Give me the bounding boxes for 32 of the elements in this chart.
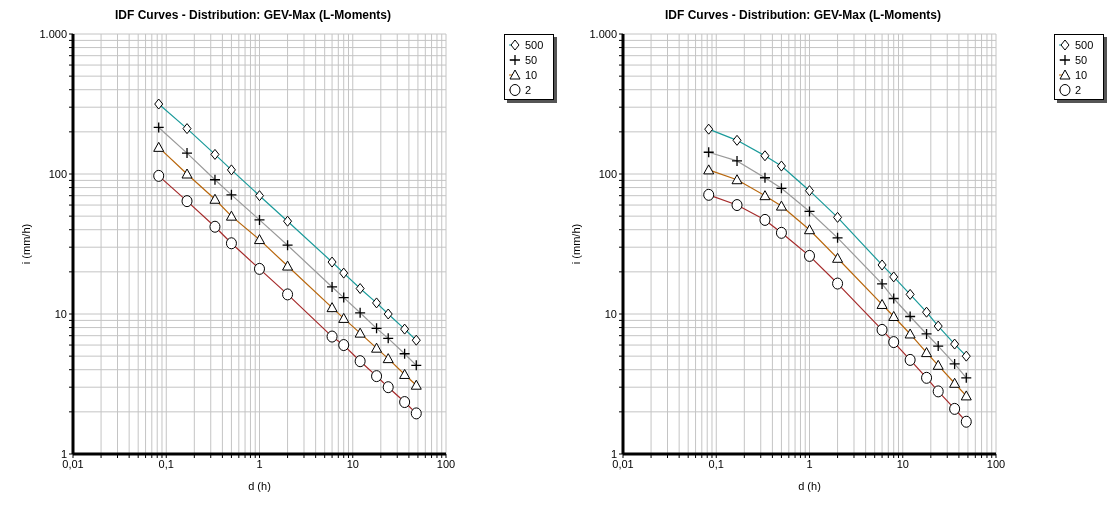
legend-label: 10	[525, 68, 538, 81]
x-tick-label: 0,01	[62, 457, 84, 470]
y-tick-label: 1.000	[589, 27, 617, 40]
x-tick-label: 1	[806, 457, 813, 470]
chart-title: IDF Curves - Distribution: GEV-Max (L-Moments)	[664, 8, 942, 24]
x-tick-label: 10	[346, 457, 359, 470]
x-tick-label: 10	[896, 457, 909, 470]
y-tick-label: 1.000	[39, 27, 67, 40]
y-axis-title: i (mm/h)	[569, 223, 582, 265]
x-tick-label: 100	[436, 457, 456, 470]
legend-label: 2	[1075, 83, 1082, 96]
y-tick-label: 10	[54, 307, 67, 320]
x-tick-label: 100	[986, 457, 1006, 470]
y-tick-label: 1	[610, 447, 617, 460]
x-tick-label: 0,1	[158, 457, 174, 470]
y-tick-label: 1	[60, 447, 67, 460]
chart-title: IDF Curves - Distribution: GEV-Max (L-Moments)	[114, 8, 392, 24]
y-axis-title: i (mm/h)	[19, 223, 32, 265]
legend-label: 50	[525, 53, 538, 66]
y-tick-label: 100	[598, 167, 617, 180]
x-axis-title: d (h)	[798, 480, 821, 492]
legend-label: 2	[525, 83, 532, 96]
x-axis-title: d (h)	[248, 480, 271, 492]
x-tick-label: 0,1	[708, 457, 724, 470]
x-tick-label: 0,01	[612, 457, 634, 470]
legend-label: 50	[1075, 53, 1088, 66]
legend-label: 10	[1075, 68, 1088, 81]
y-tick-label: 10	[604, 307, 617, 320]
legend-label: 500	[1075, 38, 1094, 51]
x-tick-label: 1	[256, 457, 263, 470]
legend-label: 500	[525, 38, 544, 51]
y-tick-label: 100	[48, 167, 67, 180]
